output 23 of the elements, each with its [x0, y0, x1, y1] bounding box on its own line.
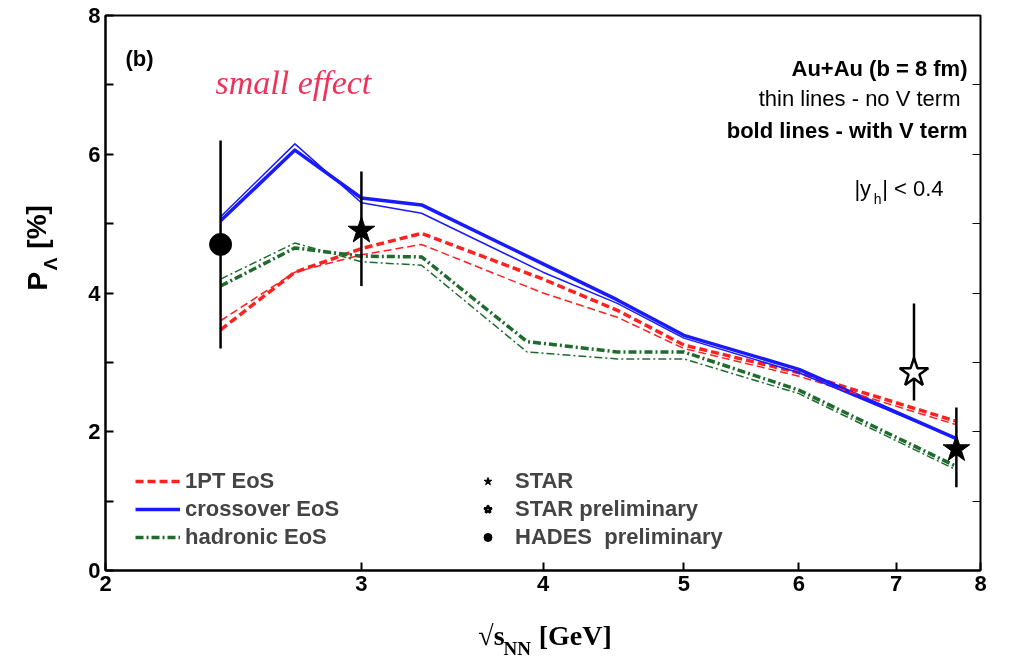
- x-tick-label: 5: [677, 570, 690, 596]
- annotation: bold lines - with V term: [726, 117, 968, 143]
- x-tick-label: 6: [792, 570, 806, 596]
- legend-label: HADES preliminary: [515, 524, 723, 550]
- legend-label: 1PT EoS: [185, 468, 275, 494]
- x-tick-label: 8: [974, 570, 987, 596]
- annotation: Au+Au (b = 8 fm): [791, 55, 968, 81]
- legend-label: STAR: [515, 468, 574, 494]
- x-tick-label: 3: [355, 570, 368, 596]
- y-tick-label: 8: [88, 3, 101, 28]
- y-tick-label: 4: [88, 280, 102, 306]
- legend-label: crossover EoS: [185, 496, 340, 522]
- legend-label: hadronic EoS: [185, 524, 327, 550]
- y-axis-title: PΛ [%]: [21, 205, 61, 291]
- y-tick-label: 0: [88, 558, 101, 583]
- y-tick-label: 6: [88, 141, 101, 167]
- y-tick-label: 2: [88, 419, 101, 445]
- annotation: (b): [125, 45, 154, 71]
- annotation: thin lines - no V term: [758, 85, 961, 111]
- annotation: small effect: [215, 63, 373, 101]
- legend-label: STAR preliminary: [515, 496, 698, 522]
- x-tick-label: 4: [536, 570, 550, 596]
- x-tick-label: 7: [890, 570, 903, 596]
